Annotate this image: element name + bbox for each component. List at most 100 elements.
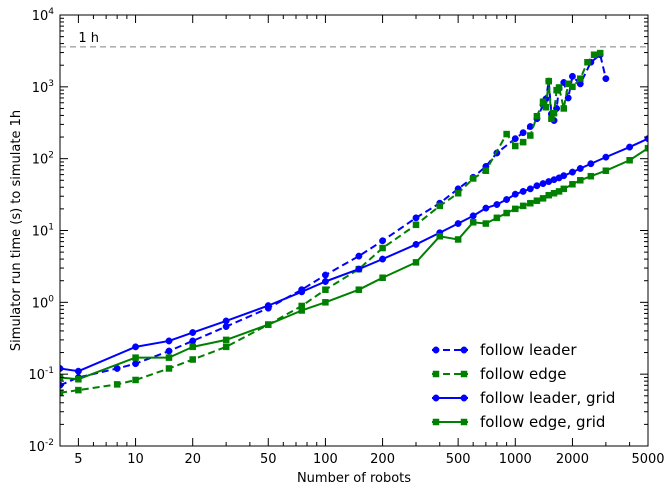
data-point <box>493 201 501 208</box>
legend: follow leader follow edge follow leader, g… <box>432 341 615 431</box>
data-point <box>189 329 197 336</box>
data-point <box>493 214 501 222</box>
y-tick-label-base: 10 <box>28 440 45 455</box>
data-point <box>322 299 329 306</box>
data-point <box>454 190 462 197</box>
data-point <box>298 288 306 296</box>
data-point <box>482 167 490 174</box>
y-tick-label: 10-1 <box>28 366 54 383</box>
x-tick-label: 50 <box>260 452 277 467</box>
tick-label-layer: 5 10 20 50 100 200 500 1000 2000 500010-210-11001… <box>28 7 664 467</box>
data-point <box>590 51 598 58</box>
y-tick-label-base: 10 <box>32 153 49 168</box>
data-point <box>644 144 648 152</box>
data-point <box>533 197 541 204</box>
y-tick-label-exponent: -2 <box>45 438 54 448</box>
data-point <box>602 167 610 174</box>
data-point <box>555 84 563 91</box>
data-point <box>436 233 443 240</box>
x-tick-label: 200 <box>370 452 395 467</box>
data-point <box>165 365 173 372</box>
data-point <box>132 354 139 361</box>
data-point <box>265 321 272 328</box>
data-point <box>626 157 633 164</box>
y-tick-label: 102 <box>32 151 54 168</box>
data-point <box>355 265 363 273</box>
data-point <box>355 252 363 260</box>
data-point <box>222 336 230 344</box>
reference-line-layer: 1 h <box>60 31 648 48</box>
y-tick-label-exponent: -1 <box>45 366 54 376</box>
data-point <box>132 360 140 368</box>
y-tick-label-exponent: 2 <box>48 151 54 161</box>
data-point <box>533 182 541 190</box>
data-point <box>469 175 477 182</box>
data-point <box>519 129 527 137</box>
data-point <box>512 205 519 213</box>
data-point <box>560 185 568 193</box>
data-point <box>626 143 634 151</box>
x-tick-label: 2000 <box>556 452 589 467</box>
data-point <box>519 138 527 146</box>
data-point <box>379 237 387 245</box>
legend-marker <box>432 346 440 354</box>
data-point <box>436 202 443 210</box>
y-tick-label: 101 <box>32 223 54 240</box>
data-point <box>587 172 595 180</box>
data-point <box>545 77 552 85</box>
legend-marker <box>460 418 468 426</box>
legend-label: follow leader, grid <box>480 389 615 407</box>
data-point <box>602 153 610 161</box>
data-point <box>355 286 363 293</box>
data-point <box>539 180 547 188</box>
data-point <box>560 172 568 180</box>
series-2 <box>60 135 648 375</box>
data-point <box>564 94 572 102</box>
data-point <box>577 75 584 82</box>
data-point <box>519 202 527 210</box>
data-point <box>568 72 576 80</box>
data-point <box>412 240 420 248</box>
data-point <box>321 271 329 279</box>
data-point <box>60 389 64 397</box>
data-point <box>60 365 64 372</box>
legend-marker <box>432 370 440 378</box>
data-point <box>165 354 173 361</box>
y-tick-label: 103 <box>32 79 54 96</box>
data-point <box>533 112 541 120</box>
y-tick-label-exponent: 3 <box>48 79 54 89</box>
y-tick-label: 104 <box>32 7 55 24</box>
series-clip-group <box>60 49 648 397</box>
data-point <box>512 142 519 150</box>
data-point <box>568 168 576 176</box>
series-3 <box>60 144 648 383</box>
data-point <box>539 98 547 105</box>
data-point <box>542 103 550 111</box>
data-point <box>412 259 420 266</box>
y-tick-label-exponent: 4 <box>48 7 54 17</box>
data-point <box>132 376 139 384</box>
data-point <box>379 274 386 281</box>
x-tick-label: 5000 <box>631 452 664 467</box>
y-tick-label-base: 10 <box>32 296 49 311</box>
reference-line-label: 1 h <box>78 31 99 46</box>
data-point <box>503 196 511 203</box>
y-tick-label: 100 <box>32 294 55 311</box>
x-tick-label: 500 <box>446 452 471 467</box>
data-point <box>596 49 604 57</box>
x-tick-label: 5 <box>74 452 82 467</box>
y-tick-label-exponent: 0 <box>48 294 54 304</box>
data-point <box>560 105 568 112</box>
legend-label: follow edge <box>480 365 567 383</box>
series-line <box>60 52 601 394</box>
data-point <box>132 343 140 351</box>
legend-marker <box>460 394 468 402</box>
data-point <box>584 58 591 66</box>
data-point <box>527 132 534 139</box>
data-point <box>165 337 173 345</box>
y-tick-label: 10-2 <box>28 438 54 455</box>
data-point <box>503 209 510 217</box>
y-tick-label-base: 10 <box>32 81 49 96</box>
